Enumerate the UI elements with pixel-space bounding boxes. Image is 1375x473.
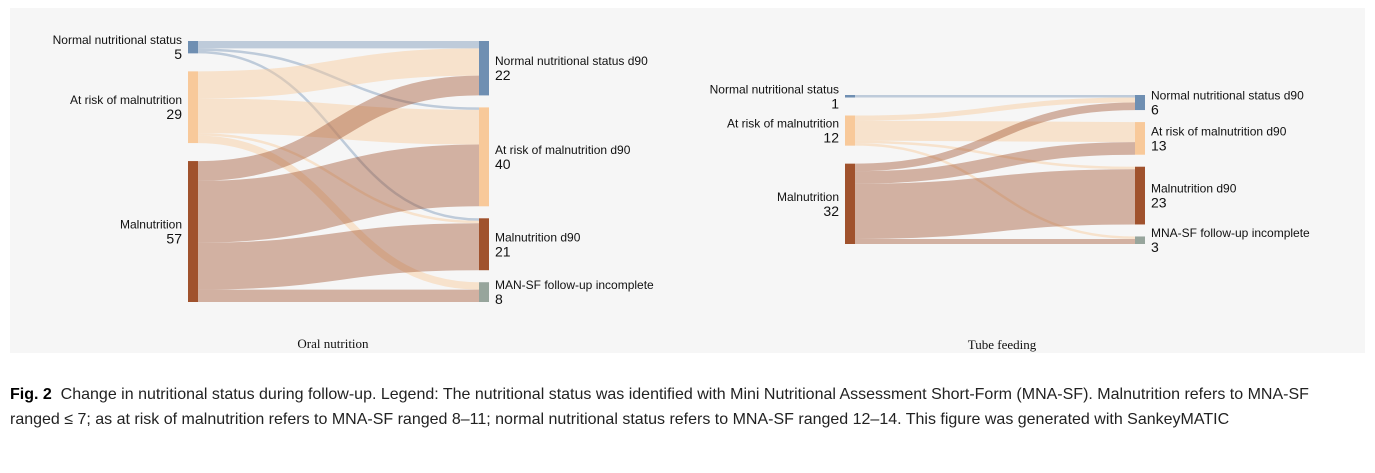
flow-malnutrition-to-malnutrition-d90: [197, 223, 480, 290]
flow-at-risk-of-malnutrition-to-at-risk-of-malnutrition-d90: [854, 120, 1136, 143]
target-label: At risk of malnutrition d90: [495, 143, 631, 157]
target-value: 13: [1151, 137, 1167, 153]
source-node-normal-nutritional-status: [845, 95, 855, 98]
target-label: Malnutrition d90: [1151, 182, 1237, 196]
source-value: 12: [823, 130, 839, 146]
flow-at-risk-of-malnutrition-to-man-sf-follow-up-incomplete: [197, 135, 480, 290]
flow-malnutrition-to-at-risk-of-malnutrition-d90: [197, 144, 480, 243]
target-node-normal-nutritional-status-d90: [479, 41, 489, 96]
source-node-at-risk-of-malnutrition: [188, 71, 198, 144]
target-node-normal-nutritional-status-d90: [1135, 95, 1145, 111]
caption-label: Fig. 2: [10, 386, 52, 403]
flow-at-risk-of-malnutrition-to-normal-nutritional-status-d90: [197, 48, 480, 99]
target-node-man-sf-follow-up-incomplete: [479, 282, 489, 302]
target-value: 6: [1151, 102, 1159, 118]
source-label: At risk of malnutrition: [70, 93, 182, 107]
source-value: 5: [174, 46, 182, 62]
flow-malnutrition-to-normal-nutritional-status-d90: [197, 75, 480, 181]
flow-at-risk-of-malnutrition-to-at-risk-of-malnutrition-d90: [197, 98, 480, 145]
target-node-mna-sf-follow-up-incomplete: [1135, 236, 1145, 244]
target-value: 40: [495, 156, 511, 172]
target-value: 3: [1151, 239, 1159, 255]
flow-malnutrition-to-malnutrition-d90: [854, 169, 1136, 239]
source-node-normal-nutritional-status: [188, 41, 198, 54]
target-value: 22: [495, 67, 511, 83]
target-label: Normal nutritional status d90: [495, 54, 648, 68]
target-value: 21: [495, 243, 511, 259]
source-label: Normal nutritional status: [710, 82, 839, 96]
target-label: At risk of malnutrition d90: [1151, 124, 1287, 138]
source-node-malnutrition: [845, 163, 855, 244]
figure-panel: Normal nutritional status 5 At risk of mal…: [10, 8, 1365, 353]
target-label: MAN-SF follow-up incomplete: [495, 278, 654, 292]
target-value: 23: [1151, 195, 1167, 211]
source-node-malnutrition: [188, 161, 198, 302]
figure-caption: Fig. 2 Change in nutritional status duri…: [10, 382, 1360, 432]
flow-malnutrition-to-normal-nutritional-status-d90: [854, 102, 1136, 172]
target-label: Normal nutritional status d90: [1151, 89, 1304, 103]
target-node-at-risk-of-malnutrition-d90: [1135, 122, 1145, 155]
target-node-malnutrition-d90: [479, 218, 489, 271]
source-node-at-risk-of-malnutrition: [845, 115, 855, 146]
flow-normal-nutritional-status-to-at-risk-of-malnutrition-d90: [197, 48, 480, 110]
flows: [197, 41, 480, 303]
source-label: Malnutrition: [120, 218, 182, 232]
target-label: Malnutrition d90: [495, 230, 581, 244]
flows: [854, 95, 1136, 245]
flow-at-risk-of-malnutrition-to-mna-sf-follow-up-incomplete: [854, 143, 1136, 239]
source-label: Normal nutritional status: [53, 33, 182, 47]
caption-text: Change in nutritional status during foll…: [10, 386, 1309, 428]
source-value: 57: [166, 231, 182, 247]
source-value: 1: [831, 95, 839, 111]
target-value: 8: [495, 291, 503, 307]
flow-at-risk-of-malnutrition-to-malnutrition-d90: [854, 140, 1136, 170]
target-node-malnutrition-d90: [1135, 166, 1145, 225]
source-value: 32: [823, 203, 839, 219]
source-value: 29: [166, 106, 182, 122]
flow-malnutrition-to-at-risk-of-malnutrition-d90: [854, 142, 1136, 184]
flow-at-risk-of-malnutrition-to-normal-nutritional-status-d90: [854, 97, 1136, 121]
source-label: At risk of malnutrition: [727, 117, 839, 131]
flow-normal-nutritional-status-to-malnutrition-d90: [197, 50, 480, 221]
source-label: Malnutrition: [777, 190, 839, 204]
target-node-at-risk-of-malnutrition-d90: [479, 107, 489, 207]
target-label: MNA-SF follow-up incomplete: [1151, 226, 1310, 240]
chart-title: Tube feeding: [968, 337, 1037, 352]
chart-title: Oral nutrition: [297, 336, 369, 351]
flow-at-risk-of-malnutrition-to-malnutrition-d90: [197, 133, 480, 224]
